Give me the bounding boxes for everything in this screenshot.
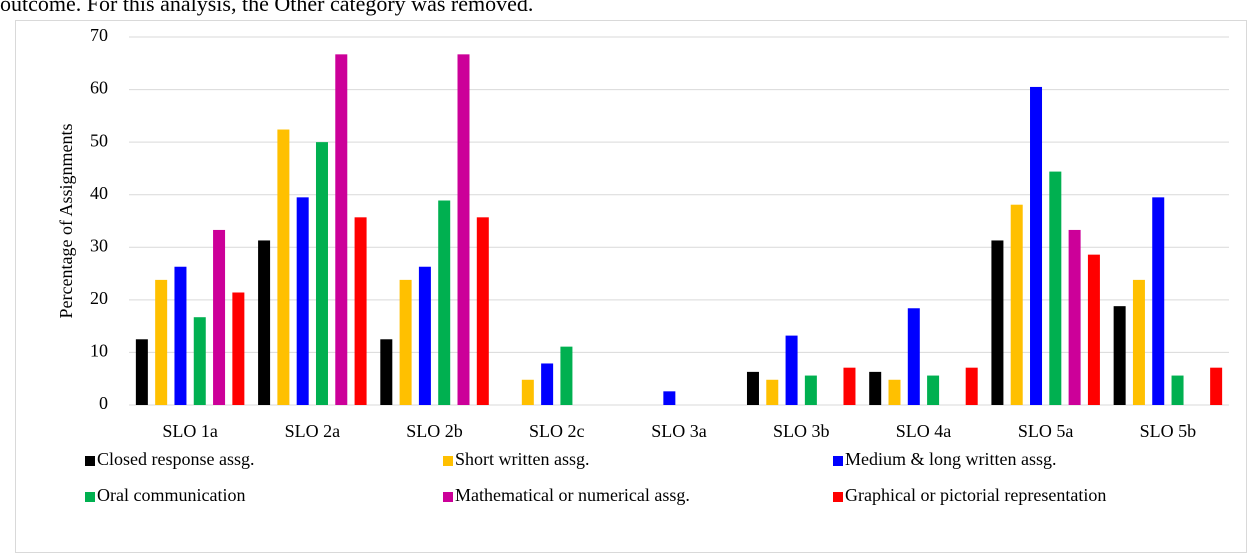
bar <box>380 339 393 405</box>
legend-swatch <box>833 492 843 502</box>
bar <box>804 375 817 405</box>
x-tick-label: SLO 3a <box>651 421 707 441</box>
bar <box>135 339 148 405</box>
x-tick-label: SLO 5a <box>1018 421 1074 441</box>
legend-label: Short written assg. <box>455 449 590 469</box>
bar <box>193 317 206 405</box>
x-tick-label: SLO 3b <box>773 421 830 441</box>
bar <box>1152 197 1165 405</box>
y-tick-label: 20 <box>90 288 108 308</box>
bar <box>1171 375 1184 405</box>
legend-label: Mathematical or numerical assg. <box>455 485 690 505</box>
bar <box>927 375 940 405</box>
bar <box>965 367 978 405</box>
bar <box>457 54 470 405</box>
legend-swatch <box>833 456 843 466</box>
x-tick-label: SLO 4a <box>896 421 952 441</box>
bar <box>785 335 798 405</box>
intro-text: outcome. For this analysis, the Other ca… <box>0 0 533 16</box>
bar <box>560 346 573 405</box>
bar <box>1030 86 1043 405</box>
bar <box>1132 279 1145 405</box>
bar <box>476 217 489 405</box>
bar <box>907 308 920 405</box>
bar <box>438 200 451 405</box>
bar <box>521 379 534 405</box>
bar <box>1049 171 1062 405</box>
bar <box>1210 367 1223 405</box>
legend-swatch <box>85 492 95 502</box>
y-axis-title: Percentage of Assignments <box>56 124 76 319</box>
bar <box>277 129 290 406</box>
bar <box>155 279 168 405</box>
y-tick-label: 70 <box>90 25 108 45</box>
x-tick-label: SLO 1a <box>162 421 218 441</box>
y-tick-label: 0 <box>99 393 108 413</box>
chart-border <box>15 20 1247 553</box>
x-tick-label: SLO 2c <box>529 421 585 441</box>
bar <box>213 229 226 405</box>
bar <box>399 279 412 405</box>
bar <box>354 217 367 405</box>
bar <box>315 142 328 405</box>
legend-label: Medium & long written assg. <box>845 449 1056 469</box>
bar <box>1010 204 1023 405</box>
y-tick-label: 60 <box>90 78 108 98</box>
bar <box>991 240 1004 405</box>
legend-swatch <box>443 492 453 502</box>
x-tick-label: SLO 5b <box>1140 421 1197 441</box>
legend-label: Graphical or pictorial representation <box>845 485 1106 505</box>
bar <box>663 391 676 405</box>
bar <box>888 379 901 405</box>
legend-label: Oral communication <box>97 485 245 505</box>
x-tick-label: SLO 2b <box>406 421 463 441</box>
bar <box>335 54 348 405</box>
bar <box>258 240 271 405</box>
bar <box>296 197 309 405</box>
legend-label: Closed response assg. <box>97 449 254 469</box>
bar <box>1113 306 1126 405</box>
bar <box>869 371 882 405</box>
x-tick-label: SLO 2a <box>285 421 341 441</box>
legend-swatch <box>443 456 453 466</box>
y-tick-label: 50 <box>90 130 108 150</box>
bar <box>541 363 554 405</box>
legend-swatch <box>85 456 95 466</box>
y-tick-label: 40 <box>90 183 108 203</box>
y-tick-label: 10 <box>90 341 108 361</box>
y-tick-label: 30 <box>90 235 108 255</box>
bar <box>174 266 187 405</box>
bar <box>1068 229 1081 405</box>
bar <box>1087 254 1100 405</box>
bar <box>746 371 759 405</box>
bar <box>232 292 245 405</box>
bar <box>843 367 856 405</box>
bar <box>418 266 431 405</box>
bar <box>766 379 779 405</box>
